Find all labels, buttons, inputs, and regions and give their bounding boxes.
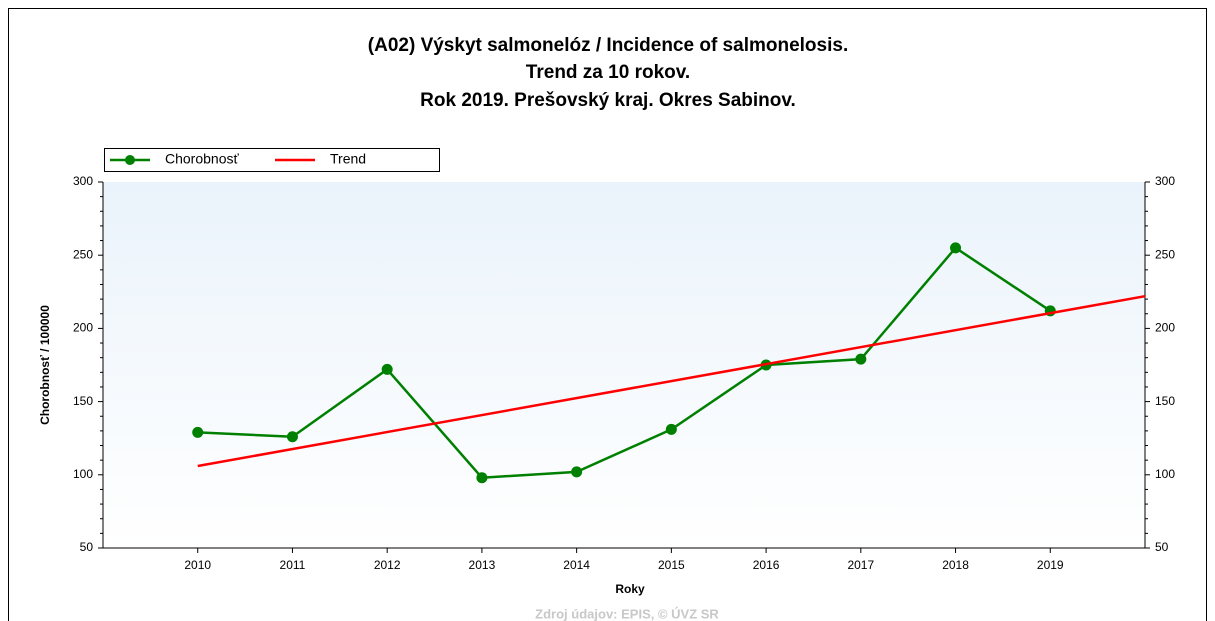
x-axis-label: Roky [615, 582, 645, 596]
source: Zdroj údajov: EPIS, © ÚVZ SR [535, 606, 719, 621]
y2-tick-label: 200 [1155, 321, 1175, 335]
line [197, 246, 1051, 480]
y-tick-label: 150 [73, 394, 93, 408]
y-tick-label: 300 [73, 174, 93, 188]
y2-tick-label: 100 [1155, 467, 1175, 481]
x-tick-label: 2012 [374, 558, 401, 572]
x-tick-label: 2014 [563, 558, 590, 572]
x-tick-label: 2017 [847, 558, 874, 572]
y-axis-label: Chorobnosť / 100000 [38, 305, 52, 425]
legend [104, 148, 440, 172]
line [197, 294, 1146, 468]
legend-marker [125, 155, 135, 165]
marker [192, 426, 204, 438]
y2-tick-label: 50 [1155, 540, 1169, 554]
chart-title: (A02) Výskyt salmonelóz / Incidence of s… [368, 35, 848, 56]
y-tick-label: 200 [73, 321, 93, 335]
marker [381, 363, 393, 375]
x-tick-label: 2011 [280, 558, 306, 572]
x-tick-label: 2019 [1037, 558, 1064, 572]
x-tick-label: 2015 [658, 558, 685, 572]
marker [855, 353, 867, 365]
chart-title: Rok 2019. Prešovský kraj. Okres Sabinov. [420, 90, 796, 111]
x-tick-label: 2010 [184, 558, 211, 572]
plot-area [103, 182, 1145, 548]
y2-tick-label: 150 [1155, 394, 1175, 408]
y-tick-label: 250 [73, 247, 93, 261]
y-tick-label: 50 [80, 540, 94, 554]
x-tick-label: 2016 [753, 558, 780, 572]
marker [665, 423, 677, 435]
marker [476, 472, 488, 484]
y-tick-label: 100 [73, 467, 93, 481]
chart-title: Trend za 10 rokov. [526, 62, 690, 83]
marker [286, 431, 298, 443]
x-tick-label: 2018 [942, 558, 969, 572]
y2-tick-label: 300 [1155, 174, 1175, 188]
x-tick-label: 2013 [469, 558, 496, 572]
y2-tick-label: 250 [1155, 247, 1175, 261]
legend-label: Chorobnosť [165, 151, 239, 167]
marker [950, 242, 962, 254]
marker [571, 466, 583, 478]
legend-label: Trend [330, 151, 366, 167]
